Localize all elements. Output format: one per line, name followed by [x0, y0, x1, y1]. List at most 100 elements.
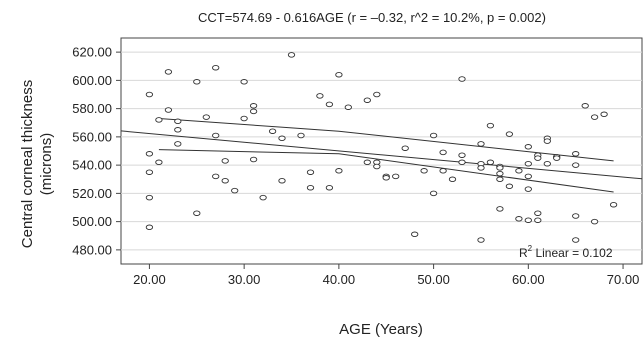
scatter-point [429, 132, 438, 139]
scatter-point [392, 173, 400, 180]
scatter-point [590, 218, 599, 225]
scatter-point [240, 115, 248, 122]
scatter-point [572, 151, 580, 157]
y-tick-label: 560.00 [72, 129, 112, 144]
regression-fit-line [120, 130, 643, 180]
scatter-point [221, 158, 229, 164]
scatter-point [515, 168, 523, 174]
scatter-point [306, 184, 315, 191]
scatter-point [505, 183, 514, 190]
scatter-point [590, 114, 599, 120]
scatter-point [212, 64, 220, 71]
scatter-point [524, 144, 532, 150]
y-axis-label-group: Central corneal thickness (microns) [19, 80, 55, 248]
scatter-point [458, 76, 466, 82]
scatter-point [363, 159, 371, 166]
regression-lines [120, 118, 643, 193]
scatter-point [174, 141, 182, 147]
scatter-point [609, 201, 618, 208]
scatter-point [477, 141, 485, 147]
scatter-point [439, 168, 447, 174]
scatter-point [515, 216, 523, 222]
x-axis-label: AGE (Years) [339, 321, 423, 338]
scatter-point [145, 194, 154, 201]
scatter-point [249, 103, 258, 109]
scatter-point [164, 69, 173, 75]
scatter-point [212, 132, 220, 139]
scatter-point [439, 149, 447, 156]
scatter-point [259, 194, 267, 201]
scatter-point [411, 231, 419, 238]
scatter-point [600, 111, 608, 118]
r-squared-prefix: R [519, 246, 528, 260]
scatter-point [297, 132, 305, 139]
scatter-point [325, 184, 334, 191]
scatter-point [212, 173, 220, 180]
scatter-point [581, 103, 589, 109]
scatter-point [448, 176, 457, 183]
data-points [145, 52, 618, 243]
scatter-point [268, 128, 277, 134]
scatter-point [496, 206, 504, 212]
scatter-point [458, 159, 466, 166]
scatter-point [543, 160, 551, 167]
scatter-point [534, 210, 542, 216]
scatter-point [325, 101, 334, 108]
scatter-point [572, 237, 580, 243]
y-tick-label: 580.00 [72, 101, 112, 116]
scatter-point [401, 145, 409, 151]
y-axis-label-line2: (microns) [38, 133, 55, 196]
scatter-point [524, 186, 532, 192]
r-squared-superscript: 2 [528, 244, 533, 253]
scatter-point [524, 217, 532, 223]
scatter-point [193, 79, 201, 85]
scatter-point [164, 107, 173, 113]
scatter-point [477, 237, 485, 243]
scatter-point [240, 79, 248, 85]
r-squared-annotation: R2 Linear = 0.102 [519, 244, 613, 260]
gridlines [121, 51, 642, 251]
y-tick-label: 620.00 [72, 45, 112, 60]
y-axis: 480.00 500.00 520.00 540.00 560.00 580.00 600.… [72, 45, 121, 257]
scatter-point [505, 131, 514, 137]
scatter-point [553, 155, 561, 161]
x-tick-label: 70.00 [607, 272, 640, 287]
scatter-point [477, 165, 485, 171]
scatter-point [373, 91, 381, 98]
y-tick-label: 480.00 [72, 242, 112, 257]
y-tick-label: 520.00 [72, 186, 112, 201]
scatter-point [145, 169, 154, 175]
scatter-point [534, 155, 542, 161]
scatter-point [534, 217, 542, 223]
scatter-point [486, 122, 495, 129]
scatter-point [221, 177, 229, 184]
y-tick-label: 540.00 [72, 158, 112, 173]
scatter-point [429, 190, 438, 197]
scatter-point [344, 104, 352, 110]
confidence-band-lower [158, 149, 614, 193]
scatter-point [231, 187, 239, 194]
scatter-point [174, 118, 182, 125]
scatter-point [193, 210, 201, 216]
scatter-point [335, 71, 343, 78]
x-axis: 20.00 30.00 40.00 50.00 60.00 70.00 [133, 264, 639, 287]
scatter-point [496, 170, 504, 177]
scatter-point [145, 91, 154, 98]
scatter-point [486, 159, 495, 166]
scatter-point [373, 163, 381, 170]
scatter-point [363, 97, 371, 103]
scatter-point [306, 169, 315, 175]
scatter-point [382, 175, 390, 181]
y-tick-label: 600.00 [72, 73, 112, 88]
y-tick-label: 500.00 [72, 214, 112, 229]
x-tick-label: 50.00 [417, 272, 450, 287]
scatter-point [249, 156, 258, 163]
scatter-point [145, 224, 154, 231]
x-tick-label: 60.00 [512, 272, 545, 287]
scatter-point [458, 152, 466, 158]
confidence-band-upper [158, 118, 614, 162]
scatter-point [524, 173, 532, 180]
scatter-point [145, 151, 154, 157]
scatter-point [496, 165, 504, 171]
scatter-point [543, 138, 551, 144]
